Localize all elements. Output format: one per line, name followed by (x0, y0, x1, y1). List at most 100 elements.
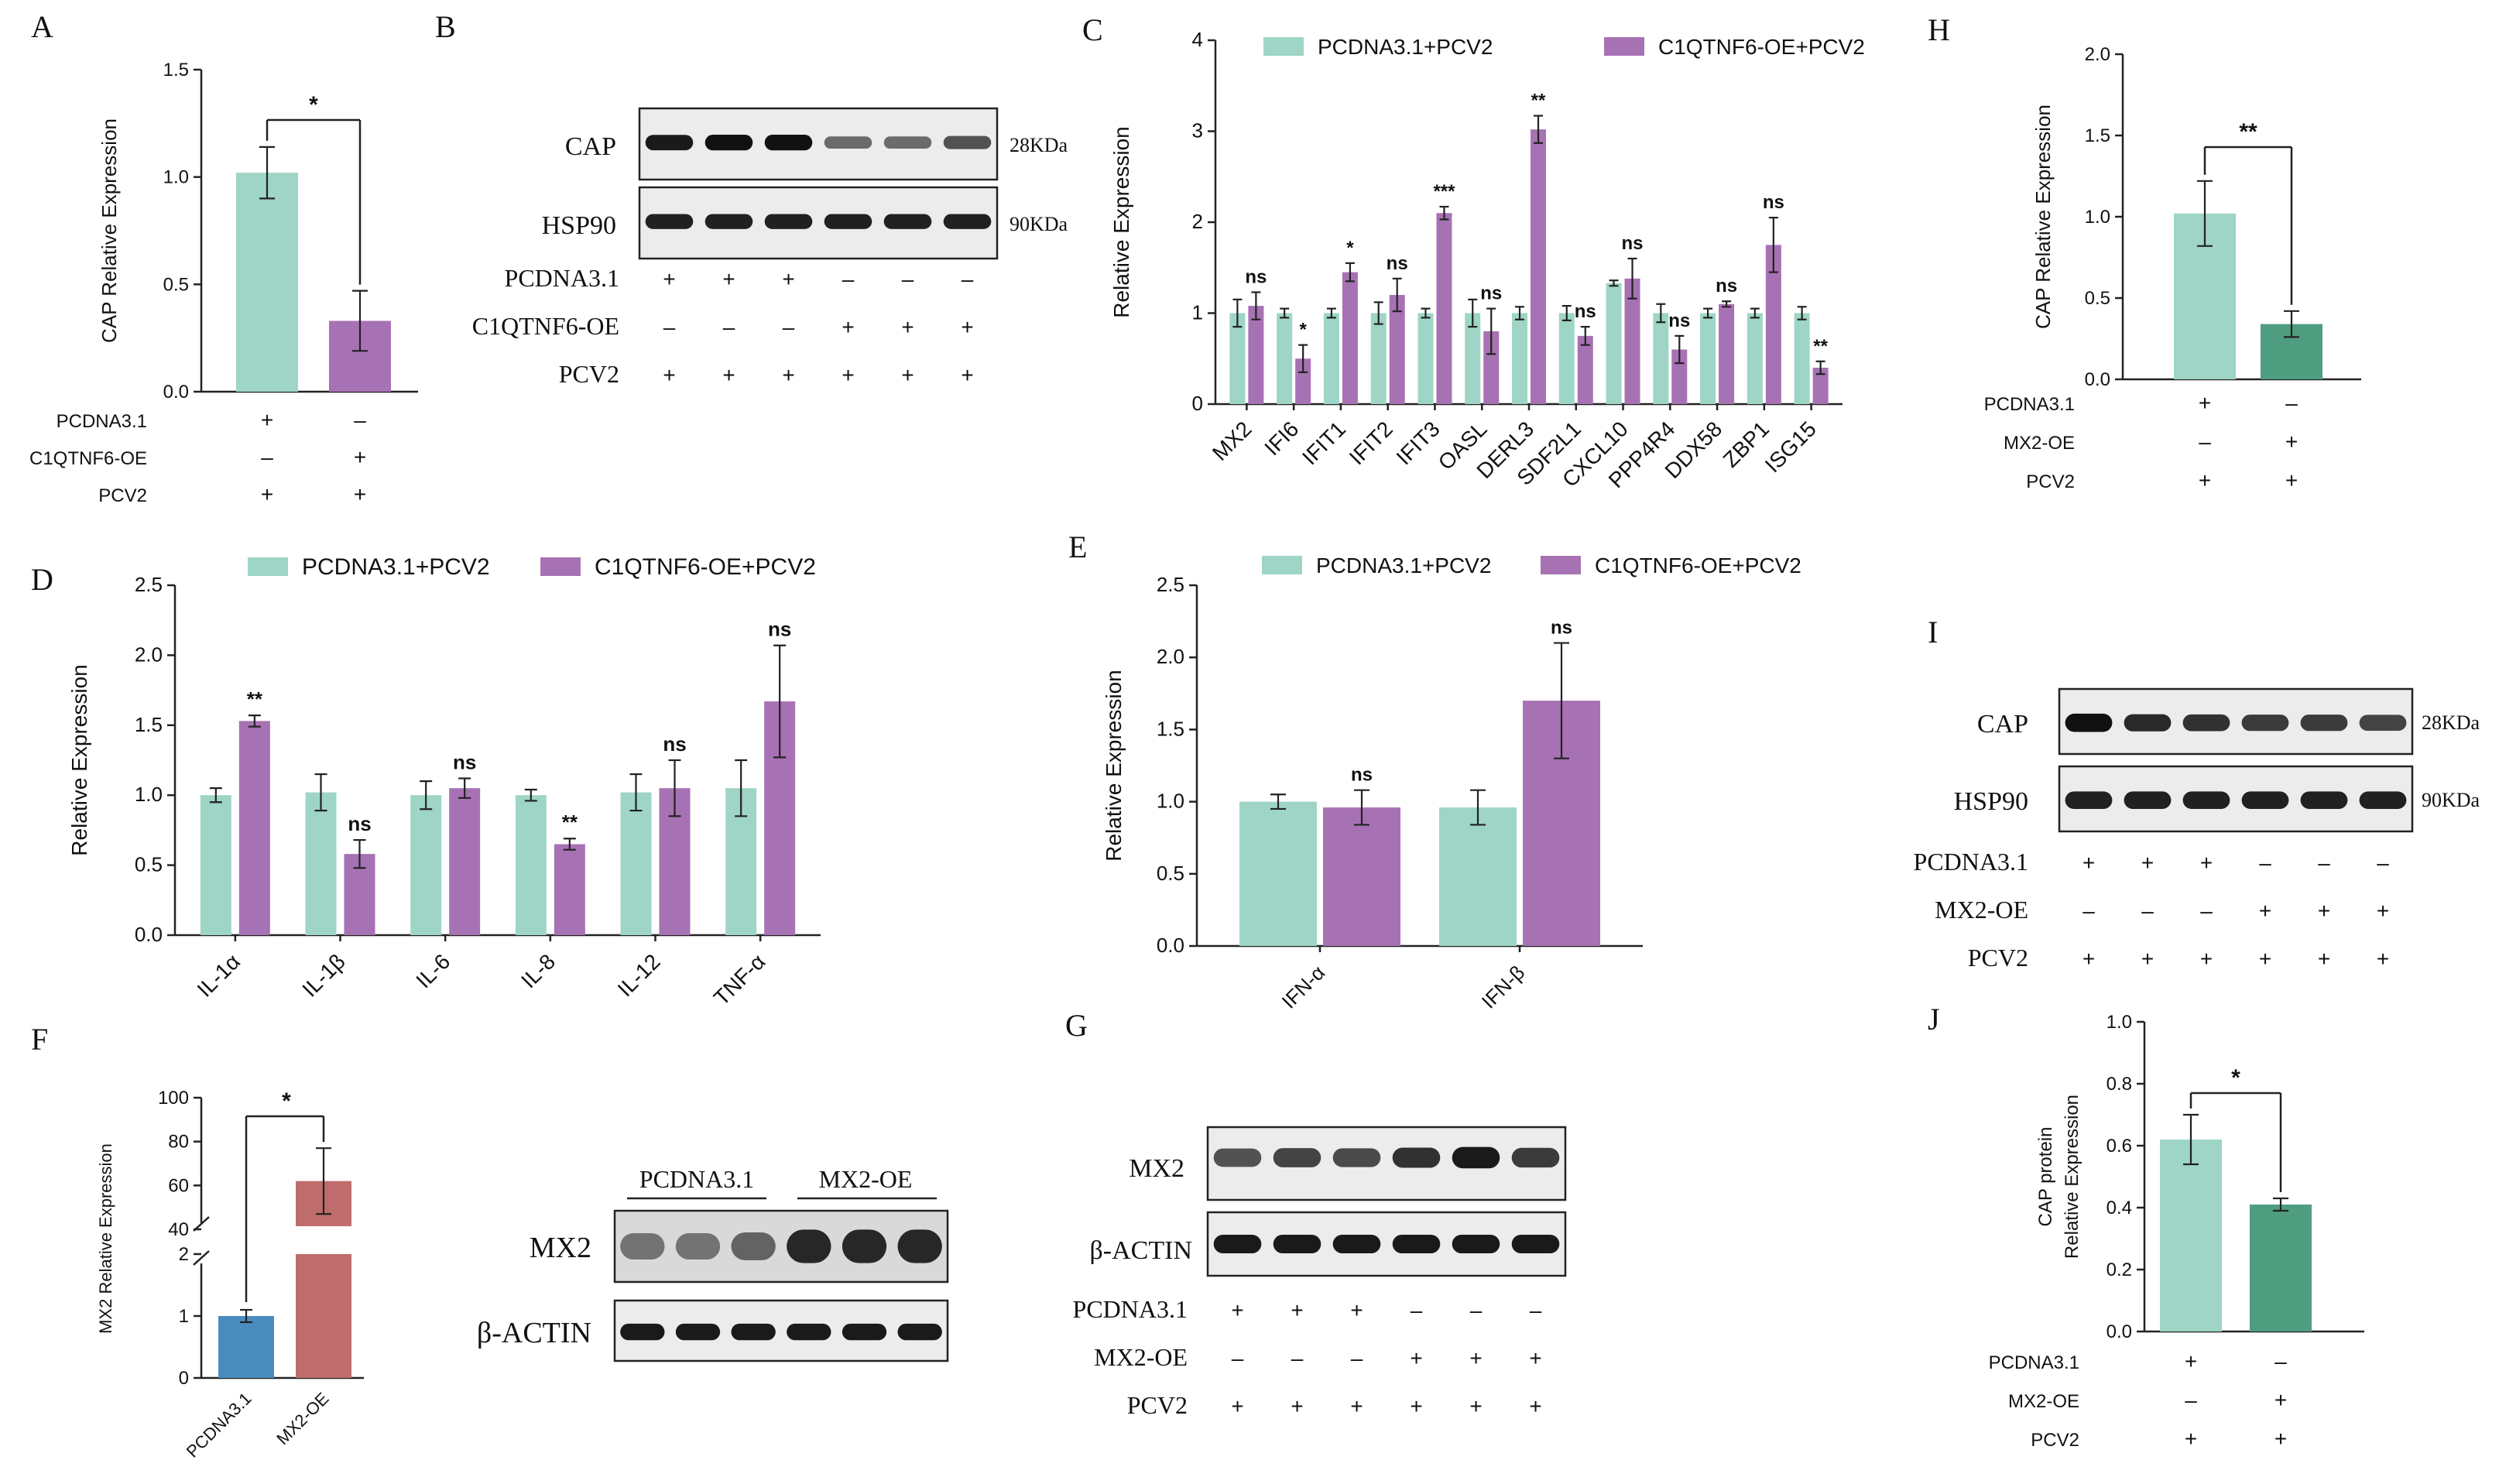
panel-F-y-tick-label: 40 (168, 1219, 189, 1240)
panel-C-y-tick-label: 0 (1192, 392, 1203, 415)
blot-B-treatment-label: PCDNA3.1 (505, 264, 619, 292)
blot-I-row-label: CAP (1977, 710, 2028, 739)
panel-H-significance: ** (2239, 119, 2257, 145)
blot-G-mx2-band-2 (1332, 1148, 1381, 1167)
panel-A-treatment-sign: + (354, 482, 366, 506)
blot-B-treatment-label: C1QTNF6-OE (472, 312, 619, 340)
panel-A-significance: * (309, 92, 318, 118)
blot-B-hsp90-band-3 (824, 214, 872, 229)
panel-D-bar-0-2 (410, 795, 442, 935)
panel-label-I: I (1928, 615, 1938, 649)
blot-I-treatment-2-sign: + (2377, 947, 2389, 971)
panel-H-treatment-label: PCDNA3.1 (1984, 394, 2075, 415)
panel-C-y-tick-label: 2 (1192, 210, 1203, 233)
panel-C-bar-1-2 (1342, 272, 1358, 404)
blot-G-treatment-2-sign: + (1291, 1394, 1303, 1418)
blot-F-actin-band-4 (842, 1323, 887, 1341)
blot-G-treatment-1-sign: – (1232, 1346, 1244, 1370)
panel-D-legend-label-1: C1QTNF6-OE+PCV2 (595, 554, 816, 580)
panel-D-y-tick-label: 2.0 (135, 643, 163, 666)
panel-A-y-axis-title: CAP Relative Expression (98, 118, 121, 343)
blot-F-mx2-band-2 (731, 1232, 776, 1260)
panel-A-treatment-sign: + (261, 482, 273, 506)
panel-E-bar-0-0 (1239, 801, 1317, 946)
panel-H-treatment-label: MX2-OE (2004, 433, 2075, 454)
panel-H-y-tick-label: 0.0 (2085, 369, 2110, 390)
panel-J-treatment-label: PCDNA3.1 (1989, 1352, 2079, 1373)
blot-F-row-label: β-ACTIN (477, 1317, 591, 1349)
panel-E-y-tick-label: 0.0 (1157, 934, 1184, 957)
blot-G-actin-frame (1206, 1211, 1567, 1277)
blot-I-treatment-1-sign: – (2082, 899, 2095, 923)
blot-I-treatment-1-sign: + (2259, 899, 2271, 923)
blot-G-treatment-0-sign: + (1291, 1298, 1303, 1322)
blot-F-group-label: MX2-OE (819, 1165, 913, 1193)
panel-E-significance-0: ns (1351, 765, 1373, 786)
panel-A-treatment-sign: + (261, 408, 273, 432)
panel-C-bar-0-5 (1465, 313, 1481, 404)
blot-I-hsp90-band-1 (2124, 791, 2172, 809)
blot-G-treatment-1-sign: – (1351, 1346, 1363, 1370)
panel-C-bar-1-12 (1812, 368, 1829, 404)
blot-F-actin-band-3 (787, 1323, 831, 1341)
blot-I-hsp90-band-4 (2300, 791, 2348, 809)
panel-F-x-tick-label-1: MX2-OE (273, 1389, 332, 1448)
panel-C-significance-10: ns (1716, 276, 1737, 296)
blot-I-hsp90-band-2 (2182, 791, 2230, 809)
panel-F-axis-break-2 (193, 1250, 210, 1266)
blot-I-treatment-2-sign: + (2318, 947, 2330, 971)
blot-G-treatment-2-sign: + (1410, 1394, 1422, 1418)
blot-I-cap-band-2 (2182, 714, 2230, 732)
panel-label-G: G (1065, 1008, 1088, 1043)
panel-D-significance-4: ns (663, 732, 686, 756)
panel-D-significance-0: ** (247, 687, 263, 711)
panel-label-C: C (1082, 12, 1103, 47)
panel-A-y-tick-label: 1.5 (163, 60, 189, 81)
blot-I-treatment-1-sign: + (2377, 899, 2389, 923)
panel-D-y-tick-label: 2.5 (135, 573, 163, 596)
blot-G-treatment-2-sign: + (1350, 1394, 1363, 1418)
panel-A-bar-0 (236, 173, 298, 392)
panel-C-bar-1-5 (1483, 331, 1500, 404)
panel-H-treatment-sign: + (2285, 430, 2298, 454)
blot-B-size-label: 90KDa (1010, 213, 1068, 235)
blot-I-treatment-2-sign: + (2259, 947, 2271, 971)
panel-C-bar-1-3 (1389, 295, 1405, 404)
panel-D-bar-1-2 (449, 788, 481, 935)
panel-J-y-tick-label: 0.6 (2106, 1136, 2132, 1157)
blot-B-treatment-1-sign: – (783, 315, 795, 339)
panel-H-treatment-label: PCV2 (2026, 471, 2075, 492)
blot-I-treatment-0-sign: + (2141, 851, 2154, 875)
blot-F-row-label: MX2 (530, 1232, 591, 1264)
panel-C-bar-0-1 (1277, 313, 1293, 404)
blot-G-mx2-band-5 (1511, 1147, 1560, 1168)
panel-label-H: H (1928, 12, 1950, 47)
panel-J-y-axis-title: CAP protein (2035, 1127, 2056, 1227)
blot-G-treatment-0-sign: + (1350, 1298, 1363, 1322)
blot-F-actin-band-5 (897, 1323, 942, 1341)
blot-I-hsp90-band-0 (2065, 791, 2113, 809)
panel-J-treatment-sign: + (2185, 1349, 2197, 1373)
panel-E-bar-0-1 (1439, 807, 1517, 946)
panel-label-D: D (31, 562, 53, 597)
panel-label-A: A (31, 9, 53, 44)
blot-I-treatment-0-sign: + (2082, 851, 2095, 875)
panel-D-y-tick-label: 1.0 (135, 783, 163, 806)
panel-D-x-tick-label-2: IL-6 (411, 949, 454, 992)
panel-C-significance-9: ns (1668, 310, 1690, 331)
panel-D-y-tick-label: 0.5 (135, 853, 163, 876)
blot-G-treatment-0-sign: + (1231, 1298, 1243, 1322)
blot-G-row-label: MX2 (1129, 1154, 1184, 1183)
panel-A-treatment-sign: + (354, 445, 366, 469)
blot-G-actin-band-2 (1332, 1234, 1381, 1254)
panel-E-y-axis-title: Relative Expression (1102, 670, 1126, 861)
panel-C-bar-0-8 (1606, 283, 1622, 404)
panel-D-bar-0-4 (620, 792, 652, 935)
panel-D-significance-2: ns (453, 751, 476, 774)
panel-D-bar-0-1 (305, 792, 337, 935)
blot-G-row-label: β-ACTIN (1090, 1236, 1193, 1265)
blot-I-treatment-2-sign: + (2082, 947, 2095, 971)
panel-F-y-tick-label: 2 (179, 1244, 189, 1265)
blot-B-treatment-0-sign: + (722, 267, 735, 291)
panel-C-y-tick-label: 1 (1192, 301, 1203, 324)
